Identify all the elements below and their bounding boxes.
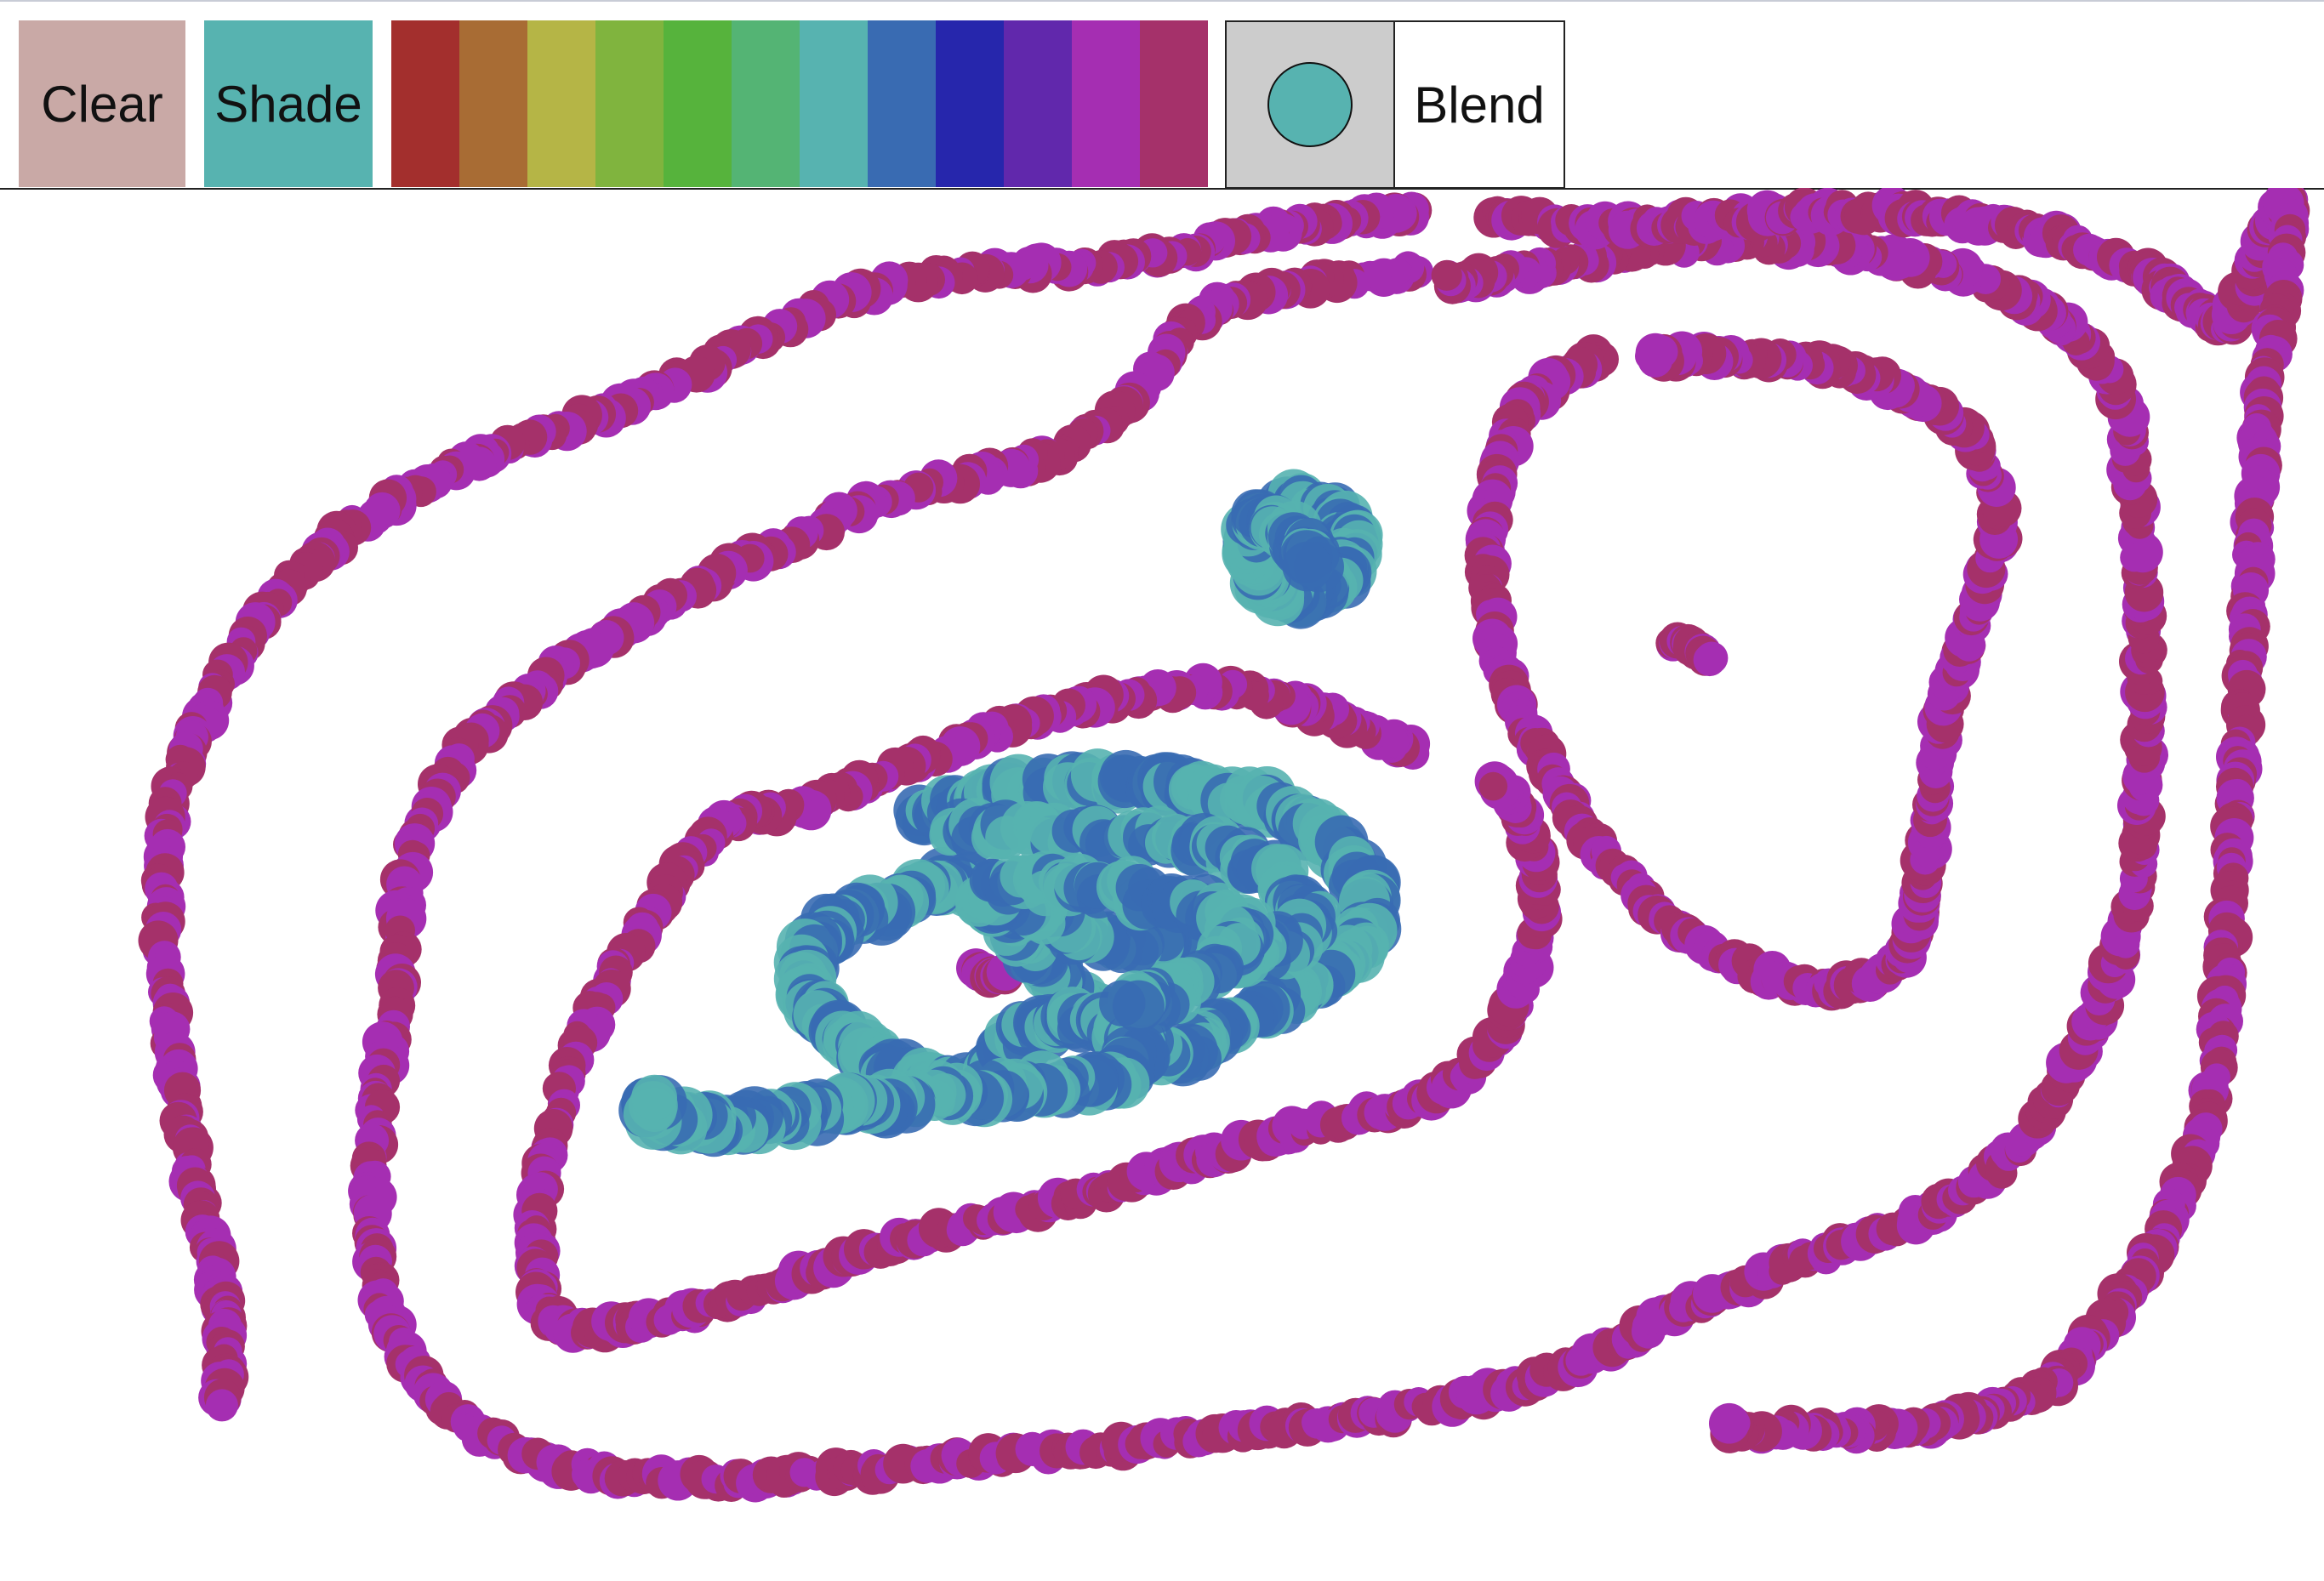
swatch-olive[interactable] <box>527 20 595 187</box>
swatch-purple[interactable] <box>1004 20 1072 187</box>
paint-stroke-right-loop <box>1464 331 2023 1011</box>
blend-button[interactable]: Blend <box>1395 20 1565 189</box>
shade-main-blob <box>618 748 1402 1157</box>
swatch-yellow-green[interactable] <box>595 20 664 187</box>
brush-color-dot <box>1267 62 1353 147</box>
swatch-green[interactable] <box>664 20 732 187</box>
swatch-teal[interactable] <box>800 20 868 187</box>
swatch-magenta[interactable] <box>1072 20 1140 187</box>
swatch-raspberry[interactable] <box>1140 20 1208 187</box>
shade-button[interactable]: Shade <box>204 20 373 187</box>
brush-preview <box>1225 20 1395 189</box>
drawing-canvas[interactable] <box>0 188 2324 1581</box>
shade-main-fill <box>929 798 1341 1034</box>
color-palette <box>391 20 1208 187</box>
swatch-blue[interactable] <box>936 20 1004 187</box>
paint-stroke-top-right <box>1473 188 2310 1454</box>
toolbar: Clear Shade Blend <box>0 0 2324 190</box>
swatch-red[interactable] <box>391 20 459 187</box>
paint-stroke-outer <box>138 191 1433 1422</box>
swatch-steel-blue[interactable] <box>868 20 936 187</box>
paint-stroke-inner-loop <box>513 663 1563 1353</box>
toolbar-divider <box>0 188 2324 190</box>
paint-stroke-second <box>348 219 2169 1503</box>
paint-dot-right <box>1655 622 1729 677</box>
shade-small-cluster <box>1221 469 1383 629</box>
clear-button[interactable]: Clear <box>19 20 185 187</box>
swatch-sea-green[interactable] <box>732 20 800 187</box>
swatch-orange-brown[interactable] <box>459 20 527 187</box>
